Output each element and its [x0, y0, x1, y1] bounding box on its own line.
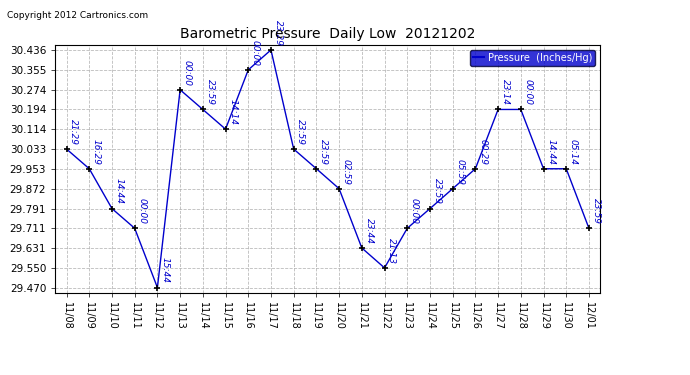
- Text: 21:13: 21:13: [387, 238, 396, 264]
- Text: Copyright 2012 Cartronics.com: Copyright 2012 Cartronics.com: [7, 11, 148, 20]
- Text: 23:59: 23:59: [319, 139, 328, 165]
- Text: 23:59: 23:59: [206, 79, 215, 105]
- Text: 05:14: 05:14: [569, 139, 578, 165]
- Text: 23:44: 23:44: [364, 218, 373, 244]
- Text: 02:59: 02:59: [342, 159, 351, 184]
- Text: 00:00: 00:00: [251, 40, 260, 66]
- Text: 23:29: 23:29: [274, 20, 283, 46]
- Text: 21:29: 21:29: [69, 119, 79, 145]
- Text: 00:00: 00:00: [183, 60, 192, 86]
- Text: 15:44: 15:44: [160, 257, 169, 284]
- Title: Barometric Pressure  Daily Low  20121202: Barometric Pressure Daily Low 20121202: [180, 27, 475, 41]
- Text: 14:14: 14:14: [228, 99, 237, 125]
- Text: 23:14: 23:14: [501, 79, 510, 105]
- Text: 23:59: 23:59: [592, 198, 601, 224]
- Text: 00:00: 00:00: [137, 198, 146, 224]
- Legend: Pressure  (Inches/Hg): Pressure (Inches/Hg): [470, 50, 595, 66]
- Text: 23:59: 23:59: [297, 119, 306, 145]
- Text: 14:44: 14:44: [546, 139, 555, 165]
- Text: 00:00: 00:00: [524, 79, 533, 105]
- Text: 23:59: 23:59: [433, 178, 442, 204]
- Text: 14:44: 14:44: [115, 178, 124, 204]
- Text: 00:29: 00:29: [478, 139, 487, 165]
- Text: 16:29: 16:29: [92, 139, 101, 165]
- Text: 00:00: 00:00: [410, 198, 419, 224]
- Text: 05:59: 05:59: [455, 159, 464, 184]
